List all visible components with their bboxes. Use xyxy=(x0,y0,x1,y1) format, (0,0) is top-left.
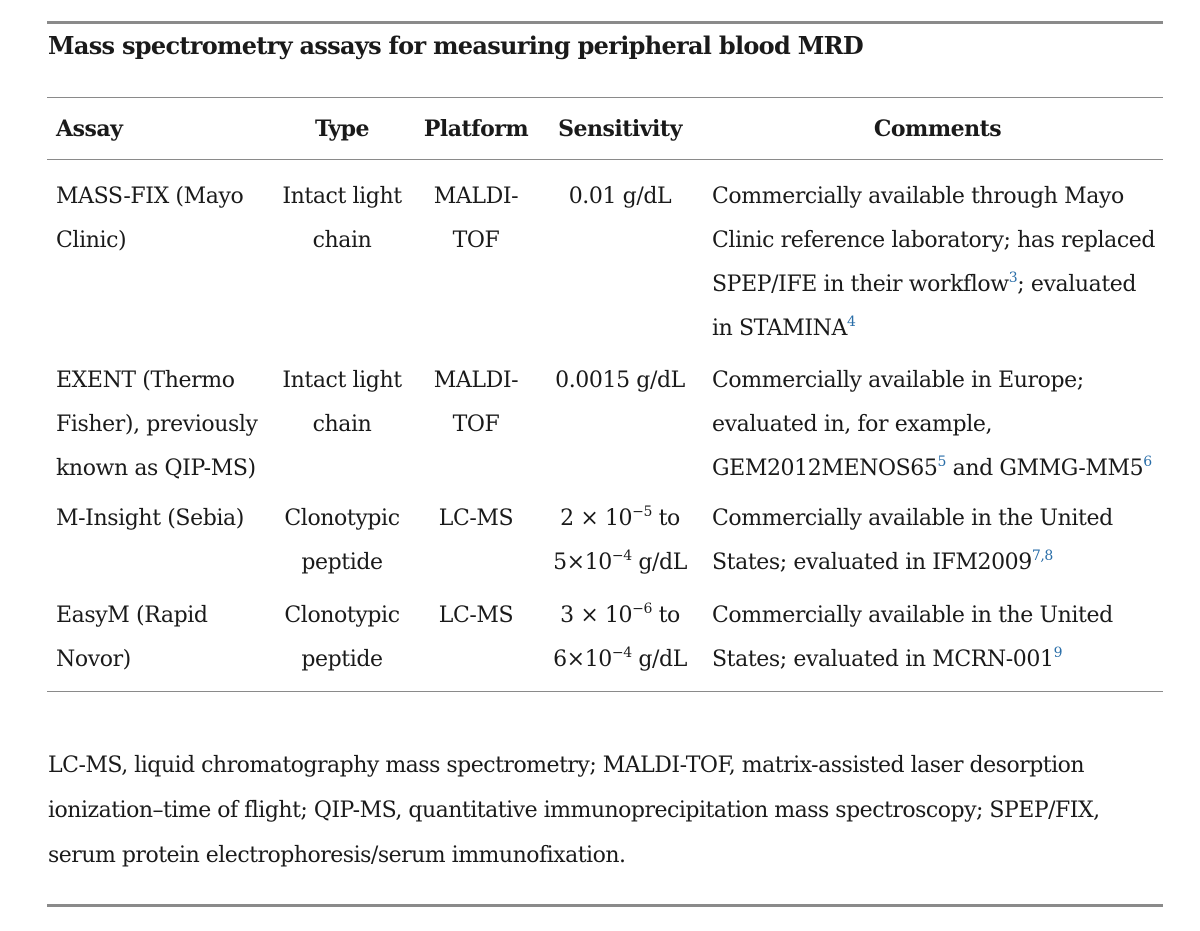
assay-line: EasyM (Rapid xyxy=(56,603,208,628)
cell-assay: EXENT (Thermo Fisher), previously known … xyxy=(47,354,269,494)
exponent: −6 xyxy=(632,601,652,617)
cell-type: Intact light chain xyxy=(269,354,415,494)
cell-type: Intact light chain xyxy=(269,160,415,355)
platform-line: TOF xyxy=(452,412,500,437)
top-rule xyxy=(47,21,1163,24)
sensitivity-text: 2 × 10 xyxy=(560,506,633,531)
assay-line: EXENT (Thermo xyxy=(56,368,235,393)
type-line: Clonotypic xyxy=(284,603,400,628)
table-footnote: LC-MS, liquid chromatography mass spectr… xyxy=(48,753,1100,868)
sensitivity-text: to xyxy=(651,506,681,531)
type-line: chain xyxy=(312,228,372,253)
assay-line: Fisher), previously xyxy=(56,412,258,437)
sensitivity-text: g/dL xyxy=(631,550,687,575)
cell-comments: Commercially available in the United Sta… xyxy=(703,494,1163,594)
comment-line: Commercially available in the United xyxy=(712,506,1113,531)
platform-line: LC-MS xyxy=(438,506,514,531)
platform-line: MALDI- xyxy=(433,184,519,209)
type-line: Intact light xyxy=(282,368,402,393)
comment-text: and GMMG-MM5 xyxy=(946,456,1144,481)
sensitivity-text: g/dL xyxy=(631,647,687,672)
assays-table: Assay Type Platform Sensitivity Comments… xyxy=(47,97,1163,692)
comment-text: States; evaluated in MCRN-001 xyxy=(712,647,1054,672)
reference-link[interactable]: 4 xyxy=(846,314,856,330)
header-sensitivity: Sensitivity xyxy=(537,97,703,160)
header-type: Type xyxy=(269,97,415,160)
cell-comments: Commercially available in the United Sta… xyxy=(703,594,1163,692)
exponent: −5 xyxy=(632,504,652,520)
cell-assay: MASS-FIX (Mayo Clinic) xyxy=(47,160,269,355)
cell-assay: EasyM (Rapid Novor) xyxy=(47,594,269,692)
cell-sensitivity: 0.01 g/dL xyxy=(537,160,703,355)
assay-line: known as QIP-MS) xyxy=(56,456,256,481)
comment-line: evaluated in, for example, xyxy=(712,412,993,437)
comment-text: SPEP/IFE in their workflow xyxy=(712,272,1009,297)
cell-comments: Commercially available through Mayo Clin… xyxy=(703,160,1163,355)
table-header-row: Assay Type Platform Sensitivity Comments xyxy=(47,97,1163,160)
platform-line: MALDI- xyxy=(433,368,519,393)
type-line: chain xyxy=(312,412,372,437)
sensitivity-text: 6×10 xyxy=(553,647,612,672)
type-line: peptide xyxy=(301,550,383,575)
sensitivity-line: 0.01 g/dL xyxy=(568,184,672,209)
assay-line: M-Insight (Sebia) xyxy=(56,506,244,531)
reference-link[interactable]: 3 xyxy=(1008,270,1018,286)
cell-platform: LC-MS xyxy=(415,494,537,594)
comment-line: Commercially available in the United xyxy=(712,603,1113,628)
table-row: EasyM (Rapid Novor) Clonotypic peptide L… xyxy=(47,594,1163,692)
reference-link[interactable]: 9 xyxy=(1053,645,1063,661)
header-assay: Assay xyxy=(47,97,269,160)
platform-line: TOF xyxy=(452,228,500,253)
comment-line: Commercially available through Mayo xyxy=(712,184,1124,209)
bottom-rule xyxy=(47,904,1163,907)
cell-sensitivity: 0.0015 g/dL xyxy=(537,354,703,494)
assay-line: Novor) xyxy=(56,647,131,672)
cell-comments: Commercially available in Europe; evalua… xyxy=(703,354,1163,494)
cell-type: Clonotypic peptide xyxy=(269,594,415,692)
comment-text: States; evaluated in IFM2009 xyxy=(712,550,1032,575)
cell-sensitivity: 3 × 10−6 to 6×10−4 g/dL xyxy=(537,594,703,692)
cell-sensitivity: 2 × 10−5 to 5×10−4 g/dL xyxy=(537,494,703,594)
type-line: Clonotypic xyxy=(284,506,400,531)
table-row: M-Insight (Sebia) Clonotypic peptide LC-… xyxy=(47,494,1163,594)
reference-link[interactable]: 5 xyxy=(937,454,947,470)
type-line: Intact light xyxy=(282,184,402,209)
cell-assay: M-Insight (Sebia) xyxy=(47,494,269,594)
reference-link[interactable]: 6 xyxy=(1143,454,1152,470)
exponent: −4 xyxy=(611,548,632,564)
exponent: −4 xyxy=(611,645,632,661)
sensitivity-text: 5×10 xyxy=(553,550,612,575)
comment-line: Commercially available in Europe; xyxy=(712,368,1084,393)
assay-line: Clinic) xyxy=(56,228,127,253)
comment-line: Clinic reference laboratory; has replace… xyxy=(712,228,1156,253)
header-platform: Platform xyxy=(415,97,537,160)
cell-platform: MALDI- TOF xyxy=(415,354,537,494)
cell-platform: LC-MS xyxy=(415,594,537,692)
reference-link[interactable]: 7,8 xyxy=(1031,548,1053,564)
platform-line: LC-MS xyxy=(438,603,514,628)
table-row: EXENT (Thermo Fisher), previously known … xyxy=(47,354,1163,494)
sensitivity-line: 0.0015 g/dL xyxy=(555,368,685,393)
cell-type: Clonotypic peptide xyxy=(269,494,415,594)
cell-platform: MALDI- TOF xyxy=(415,160,537,355)
table-row: MASS-FIX (Mayo Clinic) Intact light chai… xyxy=(47,160,1163,355)
comment-text: in STAMINA xyxy=(712,316,847,341)
comment-text: GEM2012MENOS65 xyxy=(712,456,938,481)
table-title: Mass spectrometry assays for measuring p… xyxy=(48,31,864,60)
sensitivity-text: to xyxy=(651,603,681,628)
comment-text: ; evaluated xyxy=(1017,272,1137,297)
type-line: peptide xyxy=(301,647,383,672)
header-comments: Comments xyxy=(703,97,1163,160)
sensitivity-text: 3 × 10 xyxy=(560,603,633,628)
assay-line: MASS-FIX (Mayo xyxy=(56,184,244,209)
